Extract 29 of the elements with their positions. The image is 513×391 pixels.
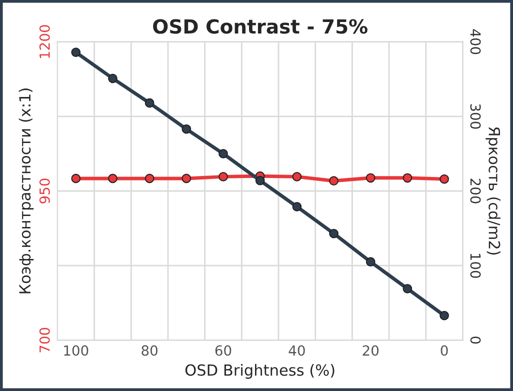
y2-tick-label: 200	[470, 178, 481, 204]
point	[402, 284, 412, 294]
point	[292, 202, 302, 212]
y-tick-label: 1200	[39, 25, 50, 58]
y2-axis-title: Яркость (cd/m2)	[486, 127, 500, 255]
point	[182, 124, 192, 134]
y2-tick-label: 400	[470, 29, 481, 54]
x-tick-label: 80	[142, 345, 158, 356]
y-axis-title: Коэф.контрастности (x:1)	[18, 88, 34, 294]
y-tick-label: 950	[39, 178, 50, 204]
chart-title: OSD Contrast - 75%	[153, 19, 368, 34]
x-tick-label: 40	[288, 345, 305, 356]
x-tick-label: 20	[362, 345, 379, 356]
y2-tick-label: 0	[470, 336, 481, 344]
y2-tick-label: 300	[470, 104, 481, 129]
point	[329, 228, 338, 238]
point	[366, 257, 376, 267]
x-tick-label: 60	[215, 345, 232, 356]
x-tick-label: 100	[64, 345, 88, 356]
point	[144, 98, 154, 108]
point	[440, 310, 449, 320]
y2-tick-label: 100	[470, 254, 481, 278]
point	[255, 176, 265, 186]
x-axis-title: OSD Brightness (%)	[185, 364, 334, 379]
point	[218, 149, 228, 158]
x-tick-label: 0	[440, 345, 448, 356]
y-tick-label: 700	[39, 328, 50, 352]
point	[108, 74, 118, 84]
point	[71, 48, 81, 57]
